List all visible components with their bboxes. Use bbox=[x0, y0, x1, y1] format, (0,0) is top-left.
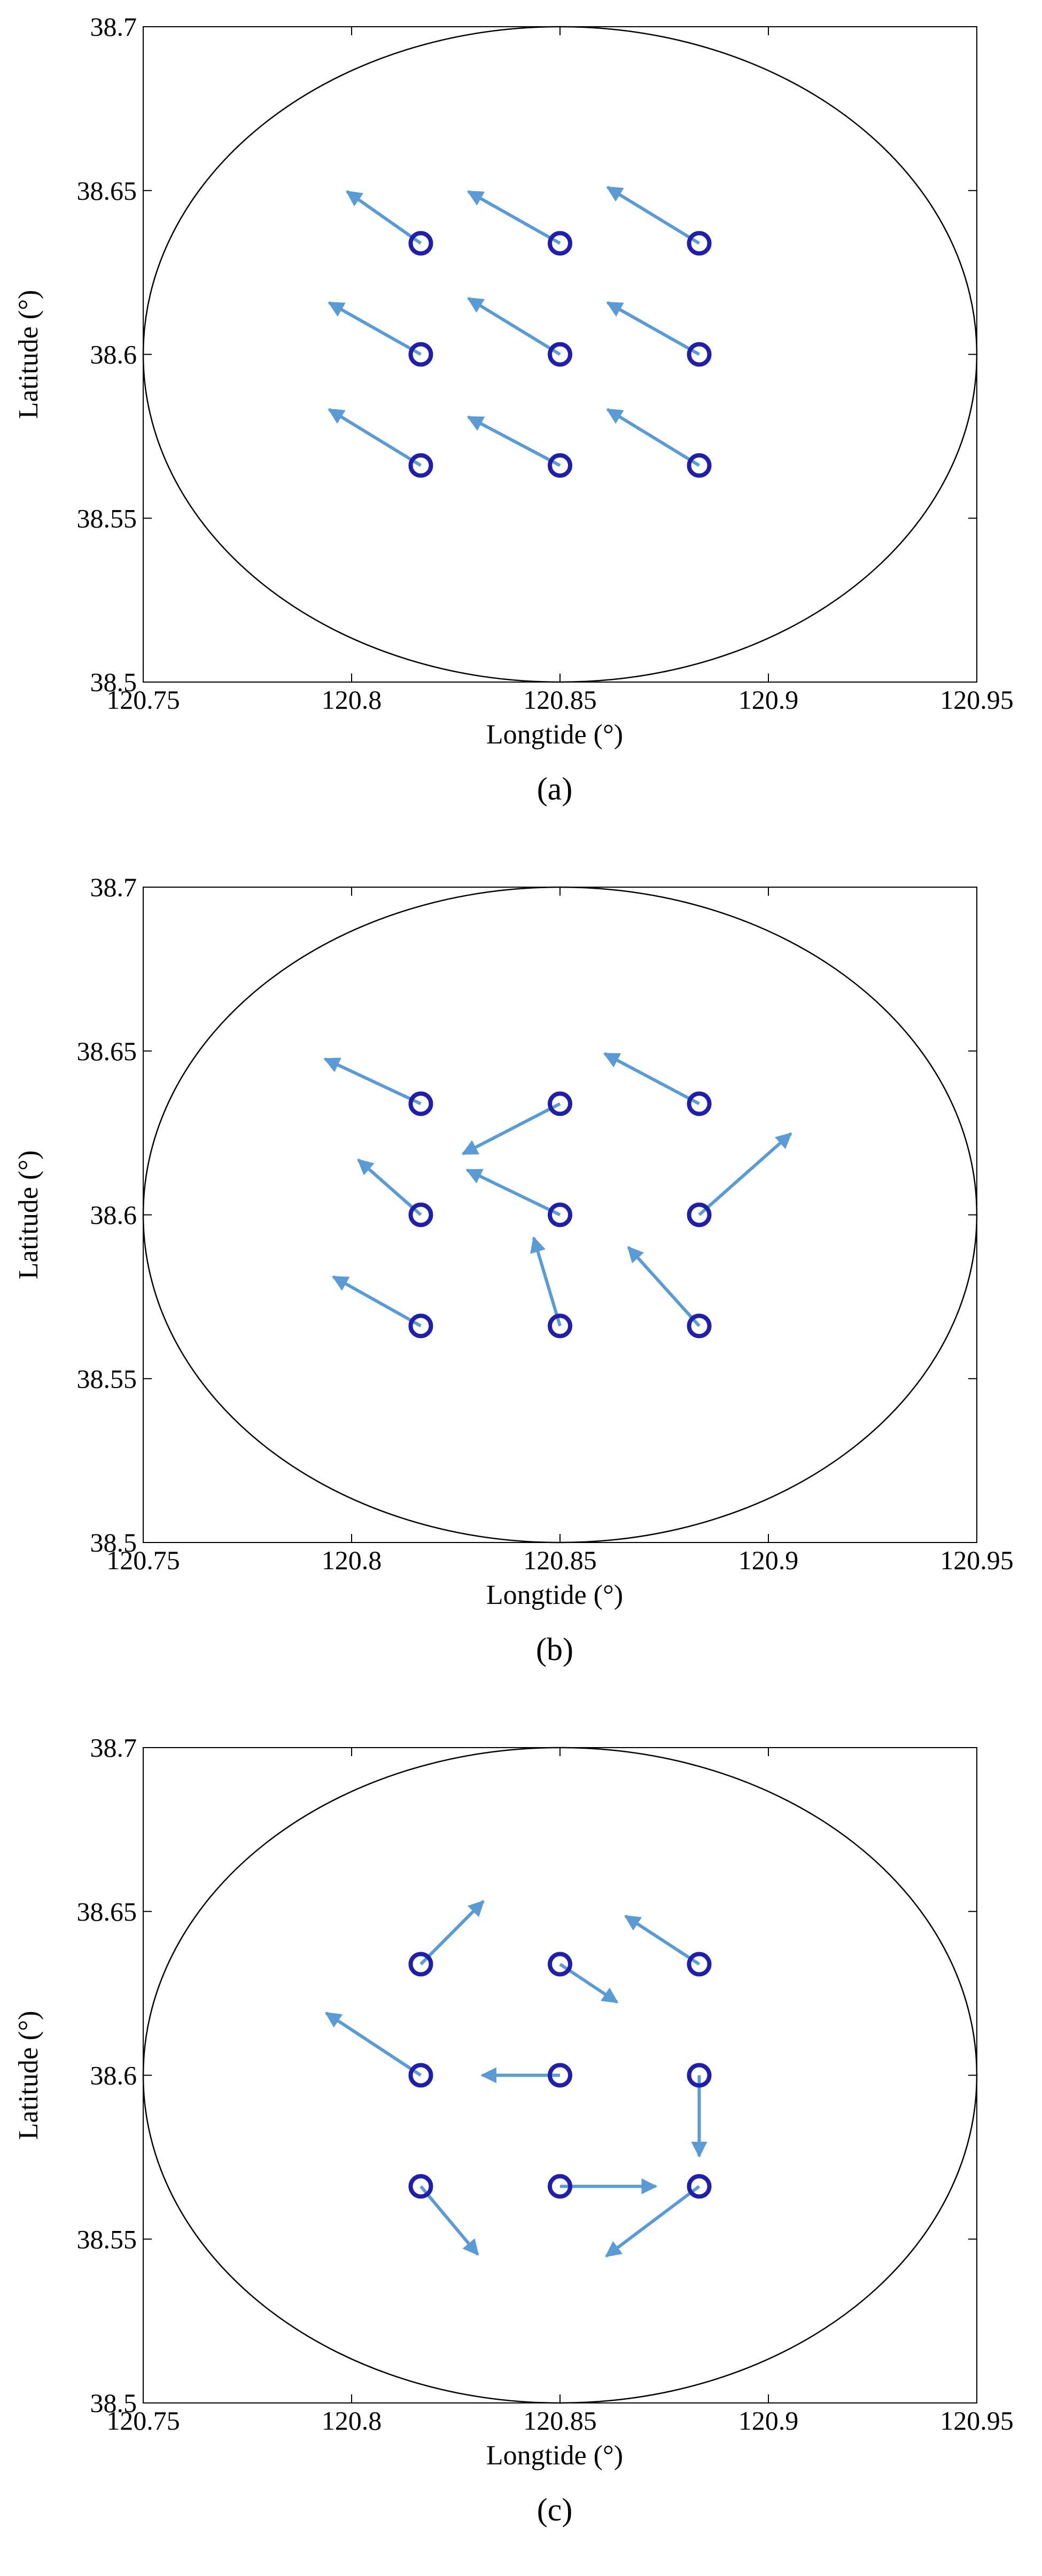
x-tick-label: 120.85 bbox=[523, 685, 597, 715]
data-point-marker bbox=[408, 1202, 433, 1227]
velocity-arrow bbox=[603, 1052, 700, 1106]
x-axis-label: Longtide (°) bbox=[486, 1580, 623, 1610]
velocity-arrow bbox=[530, 1236, 562, 1327]
velocity-arrow bbox=[345, 190, 422, 245]
y-axis-label: Latitude (°) bbox=[13, 2011, 44, 2140]
y-tick-label: 38.55 bbox=[77, 1364, 137, 1393]
velocity-arrow bbox=[357, 1158, 422, 1216]
data-point-marker bbox=[548, 231, 572, 256]
velocity-arrow bbox=[332, 1275, 422, 1328]
y-tick-label: 38.7 bbox=[90, 1733, 137, 1763]
data-point-marker bbox=[548, 1952, 572, 1977]
x-tick-label: 120.75 bbox=[106, 685, 180, 715]
velocity-arrow bbox=[419, 2185, 479, 2256]
velocity-arrow bbox=[328, 301, 422, 356]
x-tick-label: 120.9 bbox=[738, 685, 799, 715]
velocity-arrow bbox=[419, 1900, 485, 1966]
velocity-arrow bbox=[698, 1132, 792, 1216]
velocity-arrow bbox=[605, 2185, 701, 2258]
velocity-arrow bbox=[606, 186, 701, 245]
data-point-marker bbox=[548, 1202, 572, 1227]
velocity-arrow bbox=[465, 1168, 561, 1217]
data-point-marker bbox=[548, 1313, 572, 1338]
velocity-arrow bbox=[624, 1914, 701, 1966]
y-tick-label: 38.6 bbox=[90, 1200, 137, 1230]
data-point-marker bbox=[687, 2063, 712, 2088]
y-tick-label: 38.5 bbox=[90, 2388, 137, 2418]
data-point-marker bbox=[548, 2063, 572, 2088]
y-tick-label: 38.55 bbox=[77, 2224, 137, 2254]
data-point-marker bbox=[687, 453, 712, 478]
data-point-marker bbox=[408, 453, 433, 478]
x-tick-label: 120.8 bbox=[322, 1545, 382, 1575]
data-point-marker bbox=[408, 1091, 433, 1116]
x-tick-label: 120.9 bbox=[738, 2406, 799, 2436]
velocity-arrow bbox=[324, 2011, 422, 2077]
y-tick-label: 38.7 bbox=[90, 872, 137, 902]
velocity-arrow bbox=[606, 408, 701, 467]
data-point-marker bbox=[548, 2174, 572, 2199]
x-tick-label: 120.75 bbox=[106, 1545, 180, 1575]
data-point-marker bbox=[687, 1202, 712, 1227]
panels: 120.75 120.8 120.85 120.9 120.95 38.5 38.55 38.… bbox=[13, 12, 1014, 2527]
velocity-arrow bbox=[466, 297, 561, 356]
data-point-marker bbox=[687, 1313, 712, 1338]
data-point-marker bbox=[408, 231, 433, 256]
data-point-marker bbox=[408, 1313, 433, 1338]
x-tick-label: 120.95 bbox=[940, 1545, 1014, 1575]
data-point-marker bbox=[687, 1952, 712, 1977]
velocity-arrow bbox=[466, 416, 561, 467]
x-tick-label: 120.8 bbox=[322, 685, 382, 715]
y-tick-label: 38.65 bbox=[77, 1036, 137, 1066]
data-point-marker bbox=[687, 231, 712, 256]
y-axis-label: Latitude (°) bbox=[13, 290, 44, 419]
chart-panel: 120.75 120.8 120.85 120.9 120.95 38.5 38.55 38.… bbox=[13, 12, 1014, 807]
panel-label: (b) bbox=[536, 1632, 573, 1667]
y-tick-label: 38.55 bbox=[77, 503, 137, 533]
velocity-arrow bbox=[466, 190, 561, 245]
x-tick-label: 120.85 bbox=[523, 1545, 597, 1575]
velocity-arrow bbox=[627, 1246, 701, 1327]
velocity-arrow bbox=[461, 1102, 561, 1156]
panel-label: (c) bbox=[537, 2492, 573, 2527]
velocity-arrow bbox=[606, 301, 700, 356]
chart-panel: 120.75 120.8 120.85 120.9 120.95 38.5 38.55 38.… bbox=[13, 1733, 1014, 2527]
x-axis-label: Longtide (°) bbox=[486, 719, 623, 750]
y-tick-label: 38.6 bbox=[90, 2061, 137, 2090]
x-tick-label: 120.95 bbox=[940, 2406, 1014, 2436]
velocity-arrow bbox=[323, 1057, 422, 1106]
velocity-arrow bbox=[328, 408, 422, 467]
data-point-marker bbox=[408, 2174, 433, 2199]
y-tick-label: 38.65 bbox=[77, 1897, 137, 1927]
data-point-marker bbox=[548, 1091, 572, 1116]
data-point-marker bbox=[408, 2063, 433, 2088]
data-point-marker bbox=[687, 1091, 712, 1116]
data-point-marker bbox=[548, 453, 572, 478]
data-point-marker bbox=[687, 342, 712, 367]
y-tick-label: 38.6 bbox=[90, 340, 137, 370]
y-tick-label: 38.5 bbox=[90, 1528, 137, 1557]
y-tick-label: 38.65 bbox=[77, 176, 137, 206]
panel-label: (a) bbox=[537, 771, 573, 807]
chart-panel: 120.75 120.8 120.85 120.9 120.95 38.5 38.55 38.… bbox=[13, 872, 1014, 1667]
y-axis-label: Latitude (°) bbox=[13, 1150, 44, 1280]
x-tick-label: 120.85 bbox=[523, 2406, 597, 2436]
x-tick-label: 120.75 bbox=[106, 2406, 180, 2436]
y-tick-label: 38.7 bbox=[90, 12, 137, 42]
y-tick-label: 38.5 bbox=[90, 667, 137, 697]
data-point-marker bbox=[408, 342, 433, 367]
data-point-marker bbox=[408, 1952, 433, 1977]
data-point-marker bbox=[548, 342, 572, 367]
x-tick-label: 120.8 bbox=[322, 2406, 382, 2436]
x-axis-label: Longtide (°) bbox=[486, 2440, 623, 2471]
x-tick-label: 120.95 bbox=[940, 685, 1014, 715]
x-tick-label: 120.9 bbox=[738, 1545, 799, 1575]
data-point-marker bbox=[687, 2174, 712, 2199]
